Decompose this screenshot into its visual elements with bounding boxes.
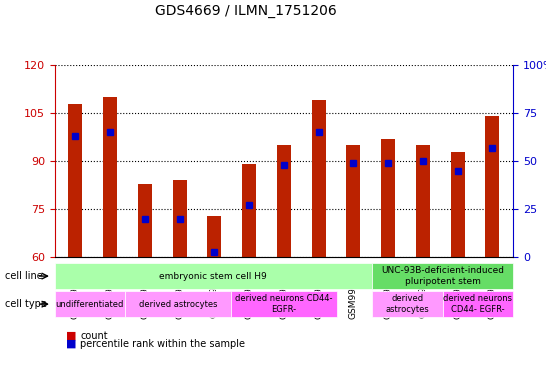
Bar [485, 116, 500, 257]
Text: UNC-93B-deficient-induced
pluripotent stem: UNC-93B-deficient-induced pluripotent st… [381, 266, 504, 286]
Bar [416, 145, 430, 257]
Text: cell type: cell type [5, 299, 48, 309]
Text: percentile rank within the sample: percentile rank within the sample [80, 339, 245, 349]
Bar [450, 152, 465, 257]
Bar [347, 145, 360, 257]
Bar [277, 145, 291, 257]
Text: ■: ■ [66, 339, 76, 349]
Bar [138, 184, 152, 257]
Text: count: count [80, 331, 108, 341]
Bar [242, 164, 256, 257]
Bar [207, 216, 221, 257]
Text: embryonic stem cell H9: embryonic stem cell H9 [159, 271, 267, 281]
Bar [312, 101, 325, 257]
Text: derived neurons
CD44- EGFR-: derived neurons CD44- EGFR- [443, 295, 513, 314]
Text: ■: ■ [66, 331, 76, 341]
Text: derived neurons CD44-
EGFR-: derived neurons CD44- EGFR- [235, 295, 333, 314]
Text: undifferentiated: undifferentiated [56, 300, 124, 309]
Text: derived
astrocytes: derived astrocytes [385, 295, 429, 314]
Bar [381, 139, 395, 257]
Bar [173, 180, 187, 257]
Text: cell line: cell line [5, 271, 43, 281]
Bar [103, 97, 117, 257]
Text: derived astrocytes: derived astrocytes [139, 300, 217, 309]
Bar [68, 104, 82, 257]
Text: GDS4669 / ILMN_1751206: GDS4669 / ILMN_1751206 [155, 4, 336, 18]
